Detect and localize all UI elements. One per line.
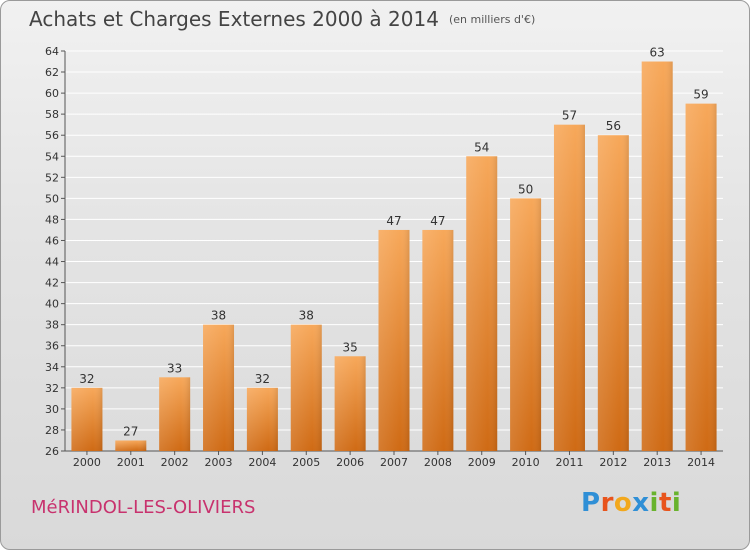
logo-letter: r bbox=[600, 488, 614, 518]
bar-shade bbox=[71, 387, 103, 451]
y-tick-label: 58 bbox=[45, 108, 59, 121]
data-label: 56 bbox=[606, 119, 621, 133]
y-tick-label: 34 bbox=[45, 361, 59, 374]
bar-shade bbox=[597, 135, 629, 452]
logo-letter: x bbox=[632, 488, 650, 518]
labels: 26 28 30 32 34 36 38 40 42 44 46 48 50 52 54 56 58 60 62 64… bbox=[45, 45, 715, 469]
data-label: 32 bbox=[255, 372, 270, 386]
bars bbox=[71, 61, 717, 452]
bar-shade bbox=[422, 229, 454, 451]
chart-unit-label: (en milliers d'€) bbox=[448, 13, 536, 26]
data-label: 38 bbox=[299, 309, 314, 323]
y-tick-label: 42 bbox=[45, 277, 59, 290]
bar-shade bbox=[290, 324, 322, 451]
y-tick-label: 56 bbox=[45, 129, 59, 142]
bar-shade bbox=[553, 124, 585, 452]
data-label: 54 bbox=[474, 140, 489, 154]
bar-shade bbox=[159, 377, 191, 451]
commune-name: MéRINDOL-LES-OLIVIERS bbox=[31, 497, 256, 518]
logo-letter: t bbox=[658, 488, 672, 518]
x-tick-label: 2006 bbox=[336, 456, 364, 469]
logo-letter: i bbox=[649, 488, 659, 518]
proxiti-logo: Proxiti bbox=[581, 488, 681, 518]
data-label: 57 bbox=[562, 109, 577, 123]
chart-title: Achats et Charges Externes 2000 à 2014 (e… bbox=[29, 7, 535, 31]
x-tick-label: 2004 bbox=[248, 456, 276, 469]
y-tick-label: 54 bbox=[45, 150, 59, 163]
data-label: 38 bbox=[211, 309, 226, 323]
data-label: 47 bbox=[386, 214, 401, 228]
x-tick-label: 2001 bbox=[117, 456, 145, 469]
bar-shade bbox=[685, 103, 717, 451]
bar-shade bbox=[246, 387, 278, 451]
data-label: 32 bbox=[79, 372, 94, 386]
bar-shade bbox=[334, 356, 366, 451]
y-tick-label: 48 bbox=[45, 213, 59, 226]
y-tick-label: 26 bbox=[45, 445, 59, 458]
data-label: 63 bbox=[650, 46, 665, 60]
y-tick-label: 46 bbox=[45, 234, 59, 247]
bar-shade bbox=[203, 324, 235, 451]
x-tick-label: 2005 bbox=[292, 456, 320, 469]
y-tick-label: 30 bbox=[45, 403, 59, 416]
bar-shade bbox=[641, 61, 673, 452]
bar-shade bbox=[466, 156, 498, 451]
x-tick-label: 2009 bbox=[468, 456, 496, 469]
data-label: 35 bbox=[342, 340, 357, 354]
y-tick-label: 52 bbox=[45, 171, 59, 184]
y-tick-label: 60 bbox=[45, 87, 59, 100]
data-label: 27 bbox=[123, 424, 138, 438]
logo-letter: o bbox=[613, 488, 633, 518]
y-tick-label: 50 bbox=[45, 192, 59, 205]
data-label: 47 bbox=[430, 214, 445, 228]
y-tick-label: 36 bbox=[45, 340, 59, 353]
logo-letter: i bbox=[671, 488, 682, 518]
y-tick-label: 32 bbox=[45, 382, 59, 395]
y-tick-label: 38 bbox=[45, 319, 59, 332]
y-tick-label: 40 bbox=[45, 298, 59, 311]
y-tick-label: 44 bbox=[45, 256, 59, 269]
x-tick-label: 2008 bbox=[424, 456, 452, 469]
logo-letter: P bbox=[581, 488, 601, 518]
x-tick-label: 2002 bbox=[161, 456, 189, 469]
data-label: 59 bbox=[693, 88, 708, 102]
chart-title-text: Achats et Charges Externes 2000 à 2014 bbox=[29, 7, 439, 31]
data-label: 50 bbox=[518, 182, 533, 196]
x-tick-label: 2013 bbox=[643, 456, 671, 469]
x-tick-label: 2010 bbox=[512, 456, 540, 469]
x-tick-label: 2011 bbox=[555, 456, 583, 469]
y-tick-label: 28 bbox=[45, 424, 59, 437]
x-tick-label: 2007 bbox=[380, 456, 408, 469]
y-tick-label: 64 bbox=[45, 45, 59, 58]
x-tick-label: 2012 bbox=[599, 456, 627, 469]
bar-shade bbox=[378, 229, 410, 451]
bar-shade bbox=[115, 440, 147, 451]
x-tick-label: 2000 bbox=[73, 456, 101, 469]
x-tick-label: 2014 bbox=[687, 456, 715, 469]
x-tick-label: 2003 bbox=[205, 456, 233, 469]
y-tick-label: 62 bbox=[45, 66, 59, 79]
data-label: 33 bbox=[167, 361, 182, 375]
bar-shade bbox=[510, 198, 542, 451]
